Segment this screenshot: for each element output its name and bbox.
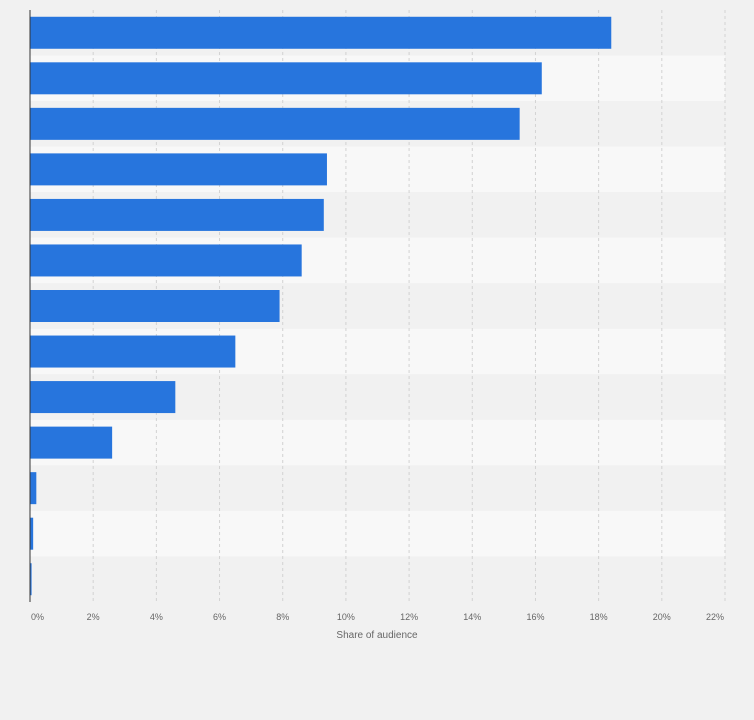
bar[interactable]: [30, 62, 542, 95]
x-tick-label: 14%: [463, 612, 481, 622]
x-tick-label: 6%: [213, 612, 226, 622]
bar[interactable]: [30, 244, 302, 277]
bars: [30, 16, 612, 596]
bar[interactable]: [30, 153, 327, 186]
x-tick-label: 18%: [590, 612, 608, 622]
bar[interactable]: [30, 517, 34, 550]
x-tick-label: 10%: [337, 612, 355, 622]
x-tick-label: 8%: [276, 612, 289, 622]
x-axis-title: Share of audience: [336, 630, 418, 641]
bar[interactable]: [30, 426, 113, 459]
row-band: [30, 419, 725, 466]
bar[interactable]: [30, 290, 280, 322]
row-band: [30, 510, 725, 557]
x-tick-label: 0%: [31, 612, 44, 622]
bar[interactable]: [30, 16, 612, 49]
bar[interactable]: [30, 107, 520, 140]
x-tick-label: 4%: [150, 612, 163, 622]
bar[interactable]: [30, 198, 324, 231]
x-tick-label: 2%: [87, 612, 100, 622]
x-tick-label: 16%: [526, 612, 544, 622]
row-band: [30, 465, 725, 511]
x-tick-label: 12%: [400, 612, 418, 622]
bar[interactable]: [30, 472, 37, 505]
bar[interactable]: [30, 381, 176, 414]
x-tick-label: 22%: [706, 612, 724, 622]
x-tick-label: 20%: [653, 612, 671, 622]
bar[interactable]: [30, 335, 236, 368]
bar[interactable]: [30, 563, 32, 596]
x-tick-labels: 0% 2% 4% 6% 8% 10% 12% 14% 16% 18% 20% 22%: [31, 612, 724, 622]
row-band: [30, 556, 725, 602]
